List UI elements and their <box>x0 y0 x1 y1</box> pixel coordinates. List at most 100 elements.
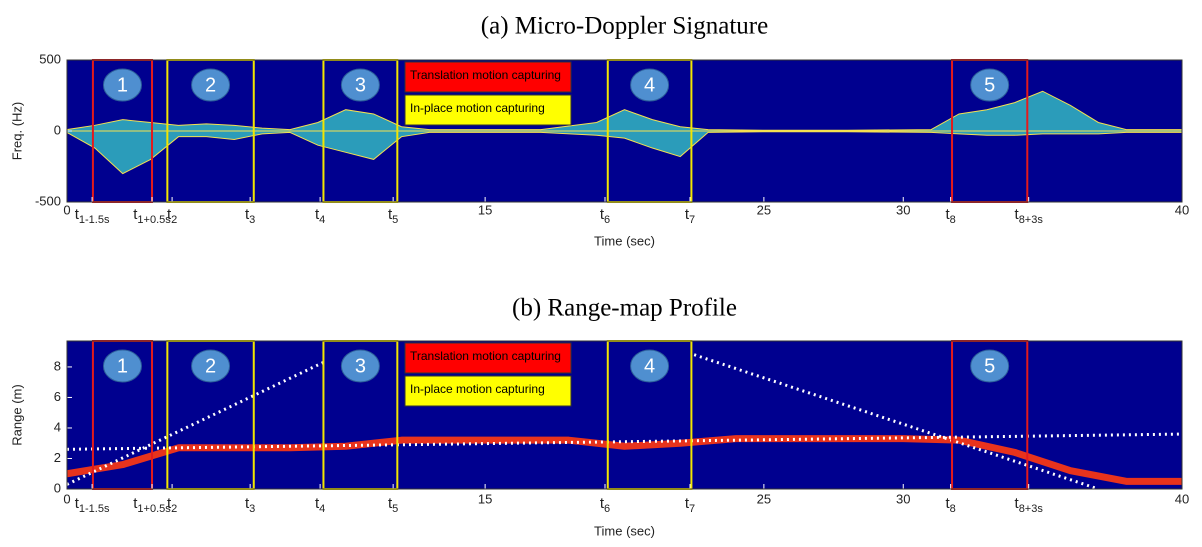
legend-label: Translation motion capturing <box>410 349 561 363</box>
box-number: 1 <box>117 355 128 377</box>
box-badge <box>191 68 231 102</box>
legend-label: Translation motion capturing <box>410 68 561 82</box>
box-badge <box>191 349 231 383</box>
tick-subscript: 4 <box>319 214 325 226</box>
y-tick-label: 4 <box>54 419 61 434</box>
x-tick-label: t7 <box>685 206 695 226</box>
plot-frame <box>66 59 1183 203</box>
legend-label: In-place motion capturing <box>410 382 545 396</box>
x-tick-label: t2 <box>167 495 177 515</box>
y-tick-label: 8 <box>54 358 61 373</box>
tick-letter: t <box>600 206 605 223</box>
x-tick-label: t1-1.5s <box>75 495 110 515</box>
tick-letter: t <box>315 495 320 512</box>
x-tick-label: t3 <box>245 495 255 515</box>
signal-area <box>66 90 1183 132</box>
tick-letter: t <box>133 206 138 223</box>
tick-letter: t <box>945 495 950 512</box>
tick-letter: t <box>245 206 250 223</box>
tick-subscript: 2 <box>171 503 177 515</box>
legend-swatch <box>404 342 572 374</box>
y-tick-label: 0 <box>54 480 61 495</box>
tick-subscript: 1+0.5s <box>137 503 171 515</box>
tick-letter: t <box>167 206 172 223</box>
box-number: 1 <box>117 74 128 96</box>
box-badge <box>340 349 380 383</box>
tick-letter: t <box>388 495 393 512</box>
tick-letter: t <box>1015 206 1020 223</box>
box-badge <box>340 68 380 102</box>
chart-title: (b) Range-map Profile <box>512 295 737 322</box>
tick-letter: t <box>685 495 690 512</box>
tick-letter: t <box>75 495 80 512</box>
x-tick-label: t8 <box>945 495 955 515</box>
tick-subscript: 1-1.5s <box>79 214 110 226</box>
x-tick-label: t6 <box>600 206 610 226</box>
y-tick-label: 2 <box>54 450 61 465</box>
tick-subscript: 3 <box>249 214 255 226</box>
chart-title: (a) Micro-Doppler Signature <box>481 13 768 40</box>
signal-area <box>66 130 1183 175</box>
x-tick-label: t5 <box>388 495 398 515</box>
x-tick-label: t2 <box>167 206 177 226</box>
y-tick-label: 0 <box>54 122 61 137</box>
tick-letter: t <box>945 206 950 223</box>
box-number: 4 <box>644 74 655 96</box>
box-badge <box>102 68 142 102</box>
x-tick-label: t4 <box>315 206 325 226</box>
y-axis-label: Range (m) <box>9 384 24 445</box>
tick-subscript: 5 <box>392 214 398 226</box>
tick-subscript: 6 <box>604 503 610 515</box>
x-tick-label: t5 <box>388 206 398 226</box>
x-tick-label: 15 <box>478 491 492 506</box>
x-tick-label: 25 <box>757 202 771 217</box>
plot-frame <box>66 340 1183 490</box>
x-tick-label: 0 <box>63 491 70 506</box>
tick-letter: t <box>75 206 80 223</box>
tick-subscript: 8 <box>950 214 956 226</box>
tick-subscript: 4 <box>319 503 325 515</box>
box-number: 2 <box>205 74 216 96</box>
x-tick-label: t3 <box>245 206 255 226</box>
x-tick-label: t8+3s <box>1015 206 1044 226</box>
tick-letter: t <box>315 206 320 223</box>
tick-subscript: 1-1.5s <box>79 503 110 515</box>
tick-subscript: 8+3s <box>1019 503 1044 515</box>
x-tick-label: 15 <box>478 202 492 217</box>
tick-letter: t <box>388 206 393 223</box>
tick-letter: t <box>600 495 605 512</box>
x-tick-label: t6 <box>600 495 610 515</box>
legend-swatch <box>404 61 572 93</box>
y-tick-label: 500 <box>39 51 61 66</box>
x-tick-label: t7 <box>685 495 695 515</box>
box-number: 4 <box>644 355 655 377</box>
x-tick-label: t1+0.5s <box>133 495 171 515</box>
tick-letter: t <box>685 206 690 223</box>
y-tick-label: 6 <box>54 389 61 404</box>
box-badge <box>970 349 1010 383</box>
tick-subscript: 1+0.5s <box>137 214 171 226</box>
box-number: 3 <box>355 355 366 377</box>
tick-subscript: 6 <box>604 214 610 226</box>
x-axis-label: Time (sec) <box>594 233 655 248</box>
x-tick-label: 40 <box>1175 491 1189 506</box>
x-axis-label: Time (sec) <box>594 523 655 538</box>
tick-subscript: 5 <box>392 503 398 515</box>
legend-swatch <box>404 375 572 407</box>
x-tick-label: 30 <box>896 202 910 217</box>
y-axis-label: Freq. (Hz) <box>9 102 24 161</box>
box-badge <box>630 68 670 102</box>
x-tick-label: 40 <box>1175 202 1189 217</box>
plot-area <box>67 341 1182 489</box>
tick-letter: t <box>245 495 250 512</box>
tick-subscript: 3 <box>249 503 255 515</box>
box-badge <box>970 68 1010 102</box>
tick-letter: t <box>167 495 172 512</box>
x-tick-label: 25 <box>757 491 771 506</box>
tick-subscript: 2 <box>171 214 177 226</box>
legend-swatch <box>404 94 572 126</box>
tick-letter: t <box>133 495 138 512</box>
x-tick-label: t8+3s <box>1015 495 1044 515</box>
trend-line <box>693 353 1099 491</box>
